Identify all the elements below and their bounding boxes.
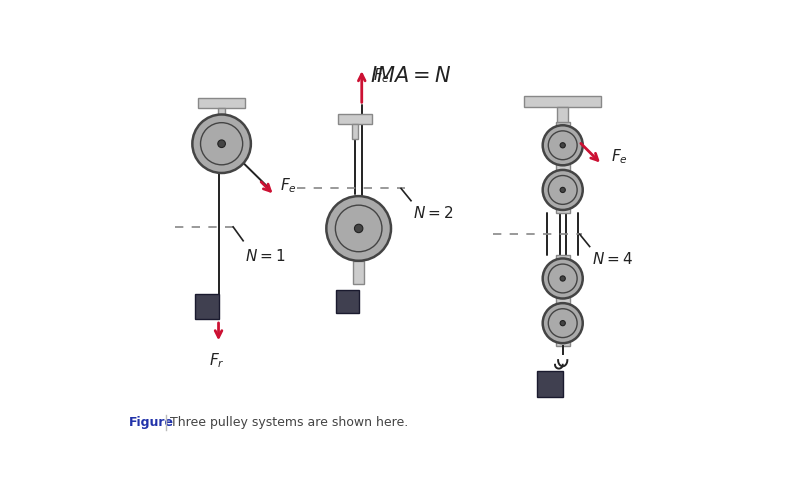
Circle shape bbox=[543, 303, 583, 343]
Text: $\mathit{F}_e$: $\mathit{F}_e$ bbox=[280, 177, 297, 195]
Circle shape bbox=[326, 196, 391, 261]
Bar bbox=[557, 107, 568, 122]
Circle shape bbox=[354, 224, 363, 233]
Circle shape bbox=[192, 115, 251, 173]
Text: $\mathit{N} = 4$: $\mathit{N} = 4$ bbox=[592, 251, 633, 267]
Circle shape bbox=[543, 125, 583, 165]
Bar bbox=[556, 122, 569, 213]
Circle shape bbox=[560, 276, 565, 281]
Circle shape bbox=[543, 258, 583, 299]
Circle shape bbox=[543, 170, 583, 210]
Text: $\mathit{IMA} = \mathit{N}$: $\mathit{IMA} = \mathit{N}$ bbox=[371, 66, 452, 86]
Bar bbox=[352, 123, 358, 139]
Text: $\mathit{F}_e$: $\mathit{F}_e$ bbox=[611, 148, 628, 166]
Text: $\mathit{F}_r$: $\mathit{F}_r$ bbox=[209, 351, 225, 369]
Text: Figure: Figure bbox=[129, 416, 174, 429]
Bar bbox=[556, 255, 569, 346]
Text: $\mathit{F}_e$: $\mathit{F}_e$ bbox=[372, 66, 389, 85]
Circle shape bbox=[560, 321, 565, 326]
Text: Three pulley systems are shown here.: Three pulley systems are shown here. bbox=[170, 416, 408, 429]
Circle shape bbox=[560, 187, 565, 192]
Bar bbox=[198, 97, 245, 108]
Bar bbox=[336, 290, 359, 313]
Bar bbox=[353, 261, 364, 284]
Text: $\mathit{N} = 1$: $\mathit{N} = 1$ bbox=[245, 248, 285, 265]
Bar bbox=[537, 371, 564, 397]
Bar bbox=[525, 96, 602, 107]
Bar bbox=[195, 294, 219, 318]
Text: $\mathit{N} = 2$: $\mathit{N} = 2$ bbox=[412, 205, 453, 221]
Bar bbox=[218, 108, 225, 123]
Circle shape bbox=[218, 140, 225, 148]
Bar bbox=[338, 115, 372, 123]
Circle shape bbox=[560, 143, 565, 148]
